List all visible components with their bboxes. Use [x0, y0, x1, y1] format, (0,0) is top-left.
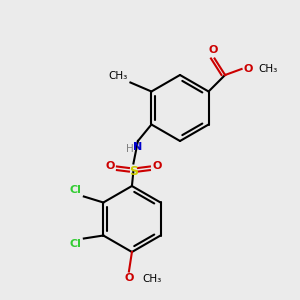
Text: N: N — [133, 142, 142, 152]
Text: O: O — [152, 161, 162, 172]
Text: CH₃: CH₃ — [109, 71, 128, 81]
Text: Cl: Cl — [70, 239, 82, 249]
Text: H: H — [126, 144, 134, 154]
Text: O: O — [105, 161, 115, 172]
Text: CH₃: CH₃ — [142, 274, 162, 284]
Text: O: O — [124, 273, 134, 283]
Text: O: O — [208, 45, 218, 55]
Text: CH₃: CH₃ — [258, 64, 277, 74]
Text: O: O — [244, 64, 254, 74]
Text: Cl: Cl — [70, 185, 82, 195]
Text: S: S — [129, 165, 138, 178]
